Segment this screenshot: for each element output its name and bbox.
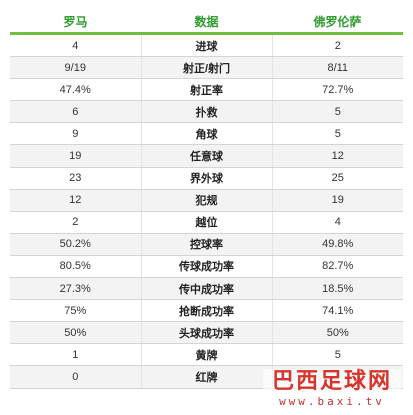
away-value: 25 bbox=[272, 167, 403, 190]
away-value: 72.7% bbox=[272, 78, 403, 102]
table-row: 50% 头球成功率 50% bbox=[10, 321, 403, 345]
home-value: 1 bbox=[10, 343, 142, 367]
table-row: 9 角球 5 bbox=[10, 122, 403, 146]
stat-name: 抢断成功率 bbox=[141, 299, 273, 323]
home-value: 12 bbox=[10, 189, 142, 212]
table-row: 4 进球 2 bbox=[10, 33, 403, 58]
home-value: 2 bbox=[10, 211, 142, 234]
stat-name: 任意球 bbox=[141, 144, 273, 168]
home-team-header: 罗马 bbox=[10, 11, 141, 35]
stat-name: 犯规 bbox=[141, 189, 273, 212]
table-header-row: 罗马 数据 佛罗伦萨 bbox=[10, 11, 403, 35]
stat-name: 越位 bbox=[141, 211, 273, 234]
away-value: 12 bbox=[272, 144, 403, 168]
table-row: 75% 抢断成功率 74.1% bbox=[10, 299, 403, 323]
stat-name: 射正率 bbox=[141, 78, 273, 102]
home-value: 47.4% bbox=[10, 78, 142, 102]
away-value: 5 bbox=[272, 122, 403, 146]
table-row: 2 越位 4 bbox=[10, 211, 403, 234]
away-value: 49.8% bbox=[272, 233, 403, 256]
away-value: 5 bbox=[272, 343, 403, 367]
home-value: 9 bbox=[10, 122, 142, 146]
home-value: 27.3% bbox=[10, 277, 142, 301]
table-row: 1 黄牌 5 bbox=[10, 343, 403, 367]
table-row: 19 任意球 12 bbox=[10, 144, 403, 168]
home-value: 80.5% bbox=[10, 255, 142, 279]
table-row: 6 扑救 5 bbox=[10, 100, 403, 124]
away-value: 18.5% bbox=[272, 277, 403, 301]
home-value: 75% bbox=[10, 299, 142, 323]
stat-name: 黄牌 bbox=[141, 343, 273, 367]
away-value: 19 bbox=[272, 189, 403, 212]
watermark-name: 巴西足球网 bbox=[271, 369, 392, 394]
stat-name: 界外球 bbox=[141, 167, 273, 190]
home-value: 50% bbox=[10, 321, 142, 345]
away-value: 4 bbox=[272, 211, 403, 234]
away-value: 74.1% bbox=[272, 299, 403, 323]
home-value: 0 bbox=[10, 365, 142, 389]
site-watermark: 巴西足球网 www.baxi.tv bbox=[263, 369, 401, 411]
table-row: 47.4% 射正率 72.7% bbox=[10, 78, 403, 102]
away-value: 2 bbox=[272, 33, 403, 58]
away-value: 82.7% bbox=[272, 255, 403, 279]
away-team-header: 佛罗伦萨 bbox=[272, 11, 403, 35]
stat-label-header: 数据 bbox=[141, 11, 272, 35]
match-stats-table: 罗马 数据 佛罗伦萨 4 进球 2 9/19 射正/射门 8/11 47.4% … bbox=[10, 11, 403, 389]
away-value: 8/11 bbox=[272, 56, 403, 80]
stat-name: 射正/射门 bbox=[141, 56, 273, 80]
table-row: 9/19 射正/射门 8/11 bbox=[10, 56, 403, 80]
table-row: 27.3% 传中成功率 18.5% bbox=[10, 277, 403, 301]
table-body: 4 进球 2 9/19 射正/射门 8/11 47.4% 射正率 72.7% 6… bbox=[10, 33, 403, 389]
stat-name: 扑救 bbox=[141, 100, 273, 124]
stat-name: 红牌 bbox=[141, 365, 273, 389]
table-row: 12 犯规 19 bbox=[10, 189, 403, 212]
home-value: 50.2% bbox=[10, 233, 142, 256]
stat-name: 进球 bbox=[141, 33, 273, 58]
away-value: 50% bbox=[272, 321, 403, 345]
stat-name: 控球率 bbox=[141, 233, 273, 256]
table-row: 23 界外球 25 bbox=[10, 167, 403, 190]
table-row: 50.2% 控球率 49.8% bbox=[10, 233, 403, 256]
home-value: 9/19 bbox=[10, 56, 142, 80]
table-row: 80.5% 传球成功率 82.7% bbox=[10, 255, 403, 279]
home-value: 4 bbox=[10, 33, 142, 58]
home-value: 19 bbox=[10, 144, 142, 168]
away-value: 5 bbox=[272, 100, 403, 124]
stat-name: 传中成功率 bbox=[141, 277, 273, 301]
stat-name: 角球 bbox=[141, 122, 273, 146]
home-value: 6 bbox=[10, 100, 142, 124]
home-value: 23 bbox=[10, 167, 142, 190]
watermark-url: www.baxi.tv bbox=[279, 395, 385, 408]
stat-name: 传球成功率 bbox=[141, 255, 273, 279]
stat-name: 头球成功率 bbox=[141, 321, 273, 345]
